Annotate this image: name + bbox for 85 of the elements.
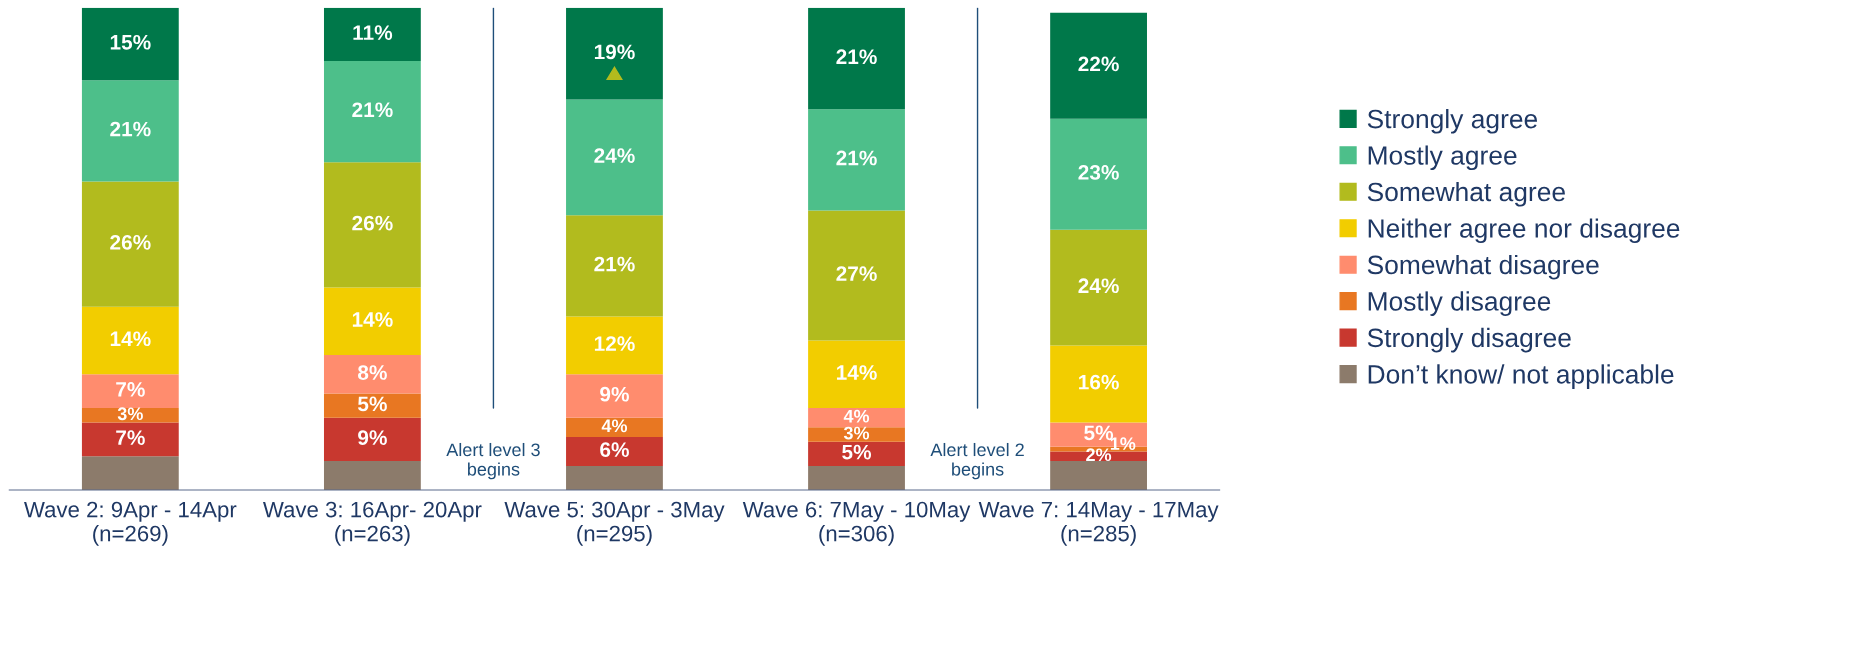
bar bbox=[81, 456, 179, 491]
data-label: 24% bbox=[594, 148, 635, 163]
bar bbox=[1050, 345, 1147, 423]
legend-label: Mostly disagree bbox=[1368, 291, 1551, 316]
bar bbox=[81, 374, 179, 409]
bar bbox=[1050, 12, 1147, 119]
bar bbox=[566, 374, 663, 418]
x-tick-label: Wave 7: 14May - 17May (n=285) bbox=[978, 501, 1219, 546]
data-label: 21% bbox=[836, 150, 877, 166]
data-label: 7% bbox=[116, 430, 145, 445]
data-label: 27% bbox=[836, 266, 877, 282]
data-label: 9% bbox=[358, 430, 387, 445]
data-label: 21% bbox=[352, 102, 393, 118]
data-label: 6% bbox=[600, 442, 629, 458]
data-label: 5% bbox=[842, 444, 872, 460]
legend-label: Don’t know/ not applicable bbox=[1368, 364, 1674, 389]
bar bbox=[323, 60, 421, 163]
bar bbox=[566, 99, 663, 216]
data-label: 7% bbox=[116, 382, 145, 397]
bar bbox=[808, 7, 905, 110]
data-label: 14% bbox=[836, 365, 877, 380]
data-label: 3% bbox=[843, 426, 870, 440]
data-label: 24% bbox=[1078, 278, 1119, 294]
bar bbox=[808, 427, 905, 442]
bar bbox=[566, 436, 663, 466]
data-label: 26% bbox=[352, 215, 393, 231]
bar bbox=[566, 417, 663, 437]
bar bbox=[81, 422, 179, 457]
bar bbox=[1050, 229, 1147, 346]
data-label: 19% bbox=[594, 44, 635, 60]
data-label: 21% bbox=[594, 256, 635, 272]
x-tick-label: Wave 3: 16Apr- 20Apr (n=263) bbox=[262, 501, 482, 546]
bar bbox=[808, 408, 905, 428]
legend-label: Somewhat disagree bbox=[1367, 254, 1599, 280]
bar bbox=[81, 7, 179, 81]
annotation: Alert level 2 begins bbox=[930, 442, 1024, 480]
data-label: 4% bbox=[601, 419, 628, 433]
bar bbox=[566, 465, 663, 491]
x-tick-label: Wave 2: 9Apr - 14Apr (n=269) bbox=[24, 501, 237, 546]
bar bbox=[323, 355, 421, 394]
data-label: 21% bbox=[110, 121, 151, 137]
data-label: 9% bbox=[600, 386, 629, 402]
x-tick-label: Wave 5: 30Apr - 3May (n=295) bbox=[504, 501, 725, 546]
data-label: 14% bbox=[352, 312, 393, 327]
annotation: Alert level 3 begins bbox=[446, 442, 540, 480]
bar bbox=[81, 80, 179, 182]
data-label: 15% bbox=[110, 34, 151, 50]
data-label: 11% bbox=[353, 25, 393, 40]
bar bbox=[808, 109, 905, 211]
data-label: 14% bbox=[110, 331, 151, 347]
legend-label: Neither agree nor disagree bbox=[1368, 218, 1680, 244]
data-label: 22% bbox=[1078, 56, 1119, 72]
bar bbox=[808, 465, 905, 491]
bar bbox=[323, 162, 421, 288]
bar bbox=[1050, 461, 1147, 491]
data-label: 12% bbox=[594, 336, 635, 351]
data-label: 4% bbox=[843, 409, 870, 423]
bar bbox=[323, 461, 421, 491]
data-label: 23% bbox=[1078, 165, 1119, 180]
x-tick-label: Wave 6: 7May - 10May (n=306) bbox=[742, 501, 971, 546]
bar bbox=[566, 316, 663, 375]
bar bbox=[1050, 118, 1147, 230]
bar bbox=[81, 181, 179, 307]
bar bbox=[566, 7, 663, 100]
bar bbox=[323, 287, 421, 356]
bar bbox=[81, 306, 179, 375]
data-label: 21% bbox=[836, 49, 877, 65]
bar bbox=[566, 215, 663, 317]
legend-label: Somewhat agree bbox=[1367, 181, 1565, 207]
bar bbox=[323, 7, 421, 61]
bar bbox=[81, 408, 179, 423]
bar bbox=[808, 210, 905, 341]
bar bbox=[323, 417, 421, 462]
data-label: 3% bbox=[117, 407, 143, 421]
data-label: 16% bbox=[1079, 374, 1119, 390]
bar bbox=[808, 441, 905, 466]
legend-label: Strongly agree bbox=[1367, 108, 1538, 134]
data-label: 8% bbox=[358, 365, 387, 380]
data-label: 26% bbox=[110, 234, 151, 250]
data-label: 2% bbox=[1086, 448, 1112, 462]
data-label: 5% bbox=[357, 396, 387, 412]
bar bbox=[808, 340, 905, 409]
bar bbox=[323, 393, 421, 418]
legend-label: Strongly disagree bbox=[1367, 327, 1571, 353]
legend-label: Mostly agree bbox=[1368, 145, 1517, 171]
